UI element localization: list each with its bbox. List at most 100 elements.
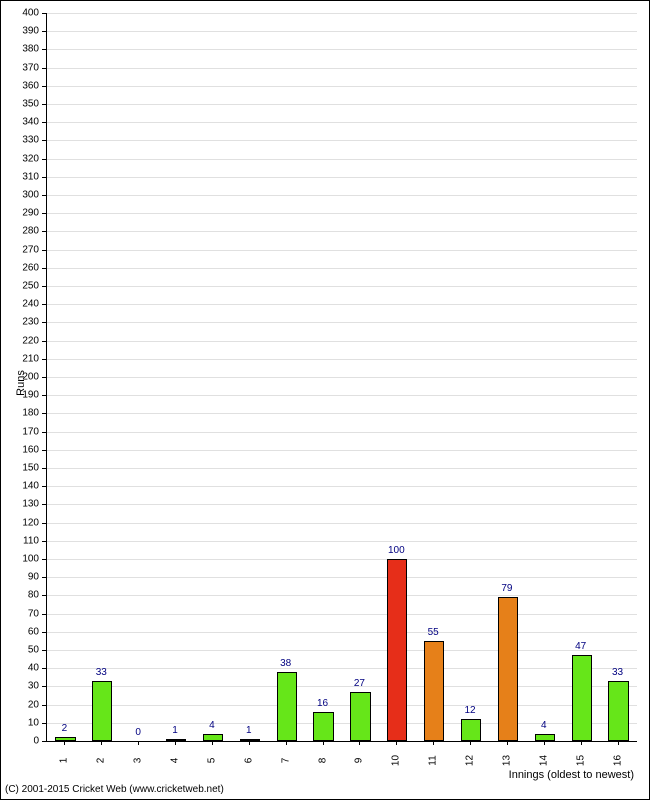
gridline <box>47 68 637 69</box>
y-tick-label: 60 <box>1 626 39 637</box>
x-tick-label: 7 <box>280 758 291 764</box>
y-tick <box>42 614 46 615</box>
x-tick-label: 5 <box>206 758 217 764</box>
y-tick-label: 120 <box>1 517 39 528</box>
y-tick-label: 310 <box>1 171 39 182</box>
x-tick <box>618 741 619 745</box>
y-tick <box>42 468 46 469</box>
x-tick <box>138 741 139 745</box>
cricket-runs-chart: Runs Innings (oldest to newest) (C) 2001… <box>0 0 650 800</box>
x-tick-label: 13 <box>501 755 512 766</box>
bar <box>498 597 518 741</box>
bar <box>608 681 628 741</box>
bar <box>277 672 297 741</box>
y-tick-label: 90 <box>1 572 39 583</box>
y-tick <box>42 595 46 596</box>
gridline <box>47 177 637 178</box>
y-tick <box>42 304 46 305</box>
y-tick <box>42 686 46 687</box>
y-tick-label: 300 <box>1 190 39 201</box>
bar-value-label: 38 <box>280 658 291 669</box>
y-tick <box>42 177 46 178</box>
gridline <box>47 468 637 469</box>
y-tick <box>42 68 46 69</box>
y-tick <box>42 413 46 414</box>
y-tick-label: 390 <box>1 26 39 37</box>
x-tick <box>323 741 324 745</box>
x-tick <box>507 741 508 745</box>
gridline <box>47 250 637 251</box>
y-tick <box>42 140 46 141</box>
gridline <box>47 432 637 433</box>
x-tick-label: 4 <box>170 758 181 764</box>
y-tick-label: 370 <box>1 62 39 73</box>
y-tick <box>42 741 46 742</box>
x-tick-label: 3 <box>133 758 144 764</box>
y-tick <box>42 541 46 542</box>
y-tick <box>42 268 46 269</box>
y-tick-label: 220 <box>1 335 39 346</box>
y-tick-label: 30 <box>1 681 39 692</box>
gridline <box>47 31 637 32</box>
bar <box>240 739 260 741</box>
y-tick-label: 10 <box>1 717 39 728</box>
bar-value-label: 27 <box>354 678 365 689</box>
y-tick <box>42 650 46 651</box>
gridline <box>47 341 637 342</box>
gridline <box>47 195 637 196</box>
gridline <box>47 231 637 232</box>
y-tick-label: 290 <box>1 208 39 219</box>
x-tick-label: 16 <box>612 755 623 766</box>
gridline <box>47 686 637 687</box>
bar-value-label: 33 <box>96 667 107 678</box>
x-tick <box>359 741 360 745</box>
y-tick-label: 50 <box>1 645 39 656</box>
gridline <box>47 213 637 214</box>
gridline <box>47 104 637 105</box>
bar-value-label: 33 <box>612 667 623 678</box>
bar <box>461 719 481 741</box>
y-tick-label: 350 <box>1 99 39 110</box>
bar-value-label: 12 <box>465 705 476 716</box>
bar-value-label: 16 <box>317 698 328 709</box>
gridline <box>47 650 637 651</box>
bar <box>572 655 592 741</box>
gridline <box>47 359 637 360</box>
x-tick <box>433 741 434 745</box>
x-tick-label: 8 <box>317 758 328 764</box>
gridline <box>47 140 637 141</box>
gridline <box>47 322 637 323</box>
y-tick-label: 320 <box>1 153 39 164</box>
y-tick-label: 230 <box>1 317 39 328</box>
x-tick <box>581 741 582 745</box>
y-tick <box>42 395 46 396</box>
gridline <box>47 413 637 414</box>
y-tick <box>42 577 46 578</box>
y-tick-label: 160 <box>1 444 39 455</box>
y-tick <box>42 559 46 560</box>
y-tick <box>42 122 46 123</box>
y-tick-label: 380 <box>1 44 39 55</box>
x-tick-label: 9 <box>354 758 365 764</box>
y-tick <box>42 322 46 323</box>
bar-value-label: 4 <box>541 720 547 731</box>
x-tick <box>396 741 397 745</box>
x-tick <box>101 741 102 745</box>
x-tick <box>64 741 65 745</box>
plot-area <box>46 13 637 742</box>
x-tick-label: 10 <box>391 755 402 766</box>
y-tick-label: 140 <box>1 481 39 492</box>
gridline <box>47 86 637 87</box>
x-tick <box>470 741 471 745</box>
gridline <box>47 723 637 724</box>
x-tick-label: 12 <box>465 755 476 766</box>
y-tick <box>42 286 46 287</box>
bar <box>55 737 75 741</box>
y-tick-label: 70 <box>1 608 39 619</box>
y-tick <box>42 523 46 524</box>
bar <box>350 692 370 741</box>
y-tick <box>42 13 46 14</box>
y-tick <box>42 504 46 505</box>
y-tick-label: 0 <box>1 736 39 747</box>
x-tick-label: 6 <box>243 758 254 764</box>
